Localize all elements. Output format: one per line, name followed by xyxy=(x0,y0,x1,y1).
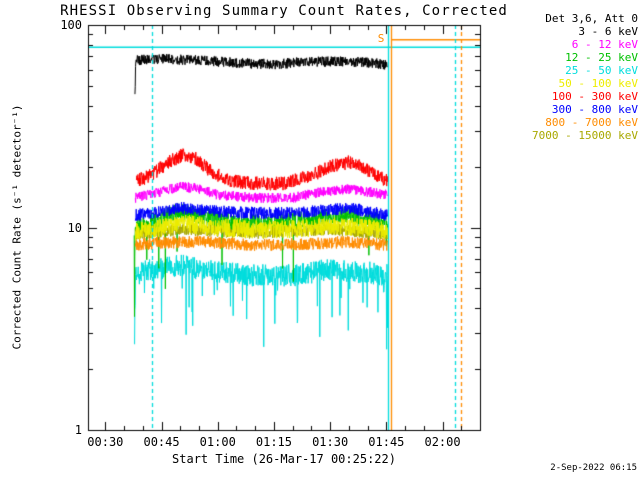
x-axis-label: Start Time (26-Mar-17 00:25:22) xyxy=(172,452,396,466)
x-tick-label-01:00: 01:00 xyxy=(199,435,236,449)
legend: Det 3,6, Att 0 3 - 6 keV 6 - 12 keV 12 - 2… xyxy=(463,12,638,142)
legend-entry-12-25keV: 12 - 25 keV xyxy=(565,51,638,64)
x-tick-label-01:30: 01:30 xyxy=(312,435,349,449)
legend-entry-3-6keV: 3 - 6 keV xyxy=(578,25,638,38)
legend-entries: 3 - 6 keV 6 - 12 keV 12 - 25 keV 25 - 50 ke… xyxy=(463,25,638,142)
chart-title: RHESSI Observing Summary Count Rates, Co… xyxy=(60,3,508,19)
x-tick-label-02:00: 02:00 xyxy=(424,435,461,449)
x-tick-label-00:30: 00:30 xyxy=(87,435,124,449)
x-tick-label-01:15: 01:15 xyxy=(255,435,292,449)
legend-entry-7000-15000keV: 7000 - 15000 keV xyxy=(532,129,638,142)
x-tick-label-00:45: 00:45 xyxy=(143,435,180,449)
legend-entry-6-12keV: 6 - 12 keV xyxy=(571,38,638,51)
y-tick-label-10: 10 xyxy=(67,220,82,235)
x-tick-label-01:45: 01:45 xyxy=(368,435,405,449)
legend-entry-300-800keV: 300 - 800 keV xyxy=(551,103,638,116)
legend-entry-50-100keV: 50 - 100 keV xyxy=(558,77,638,90)
saa-flag-marker: S xyxy=(377,32,385,46)
legend-entry-25-50keV: 25 - 50 keV xyxy=(565,64,638,77)
creation-timestamp: 2-Sep-2022 06:15 xyxy=(550,463,637,473)
legend-entry-800-7000keV: 800 - 7000 keV xyxy=(545,116,638,129)
legend-entry-100-300keV: 100 - 300 keV xyxy=(551,90,638,103)
y-axis-label: Corrected Count Rate (s⁻¹ detector⁻¹) xyxy=(10,104,24,350)
y-tick-label-1: 1 xyxy=(74,423,82,437)
y-tick-label-100: 100 xyxy=(60,18,82,32)
legend-title: Det 3,6, Att 0 xyxy=(545,12,638,25)
